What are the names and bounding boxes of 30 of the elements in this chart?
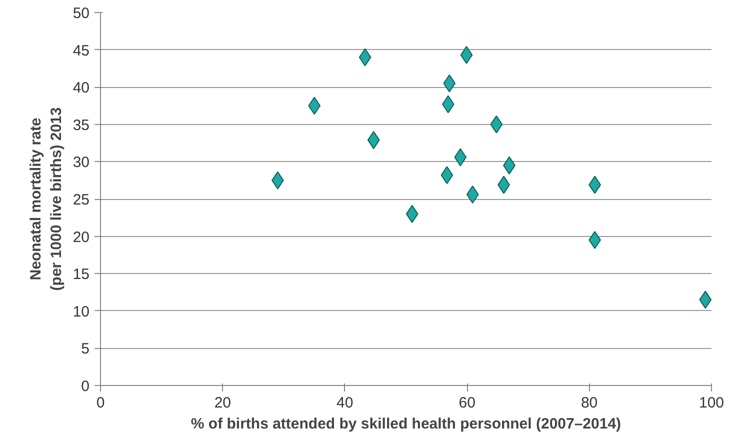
point xyxy=(460,46,473,64)
x-axis-title: % of births attended by skilled health personnel (2007–2014) xyxy=(190,416,622,432)
y-tick-label: 40 xyxy=(72,80,90,97)
point xyxy=(406,204,418,223)
point xyxy=(367,131,380,150)
y-tick-label: 5 xyxy=(81,340,90,358)
point xyxy=(358,48,372,66)
point xyxy=(308,96,321,115)
y-tick-label: 15 xyxy=(72,266,90,284)
y-tick-label: 20 xyxy=(72,228,90,246)
point xyxy=(440,166,454,184)
point xyxy=(454,148,467,166)
y-tick-label: 10 xyxy=(72,303,90,320)
point xyxy=(490,115,503,134)
y-tick-label: 25 xyxy=(72,192,90,208)
x-tick-label: 0 xyxy=(96,394,105,412)
y-tick-label: 0 xyxy=(81,378,90,395)
x-tick-label: 60 xyxy=(458,394,476,412)
y-tick-label: 35 xyxy=(72,116,90,134)
y-tick-label: 45 xyxy=(72,42,90,60)
point xyxy=(442,95,454,114)
y-tick-label: 30 xyxy=(72,154,90,172)
y-axis-title: Neonatal mortality rate (per 1000 live births) 2013 xyxy=(27,107,65,291)
point xyxy=(443,74,456,92)
x-tick-label: 100 xyxy=(698,394,724,412)
point xyxy=(466,186,479,204)
y-tick-label: 50 xyxy=(72,5,90,22)
x-tick-label: 20 xyxy=(214,394,232,412)
x-tick-label: 40 xyxy=(336,394,354,412)
x-tick-label: 80 xyxy=(580,394,598,412)
